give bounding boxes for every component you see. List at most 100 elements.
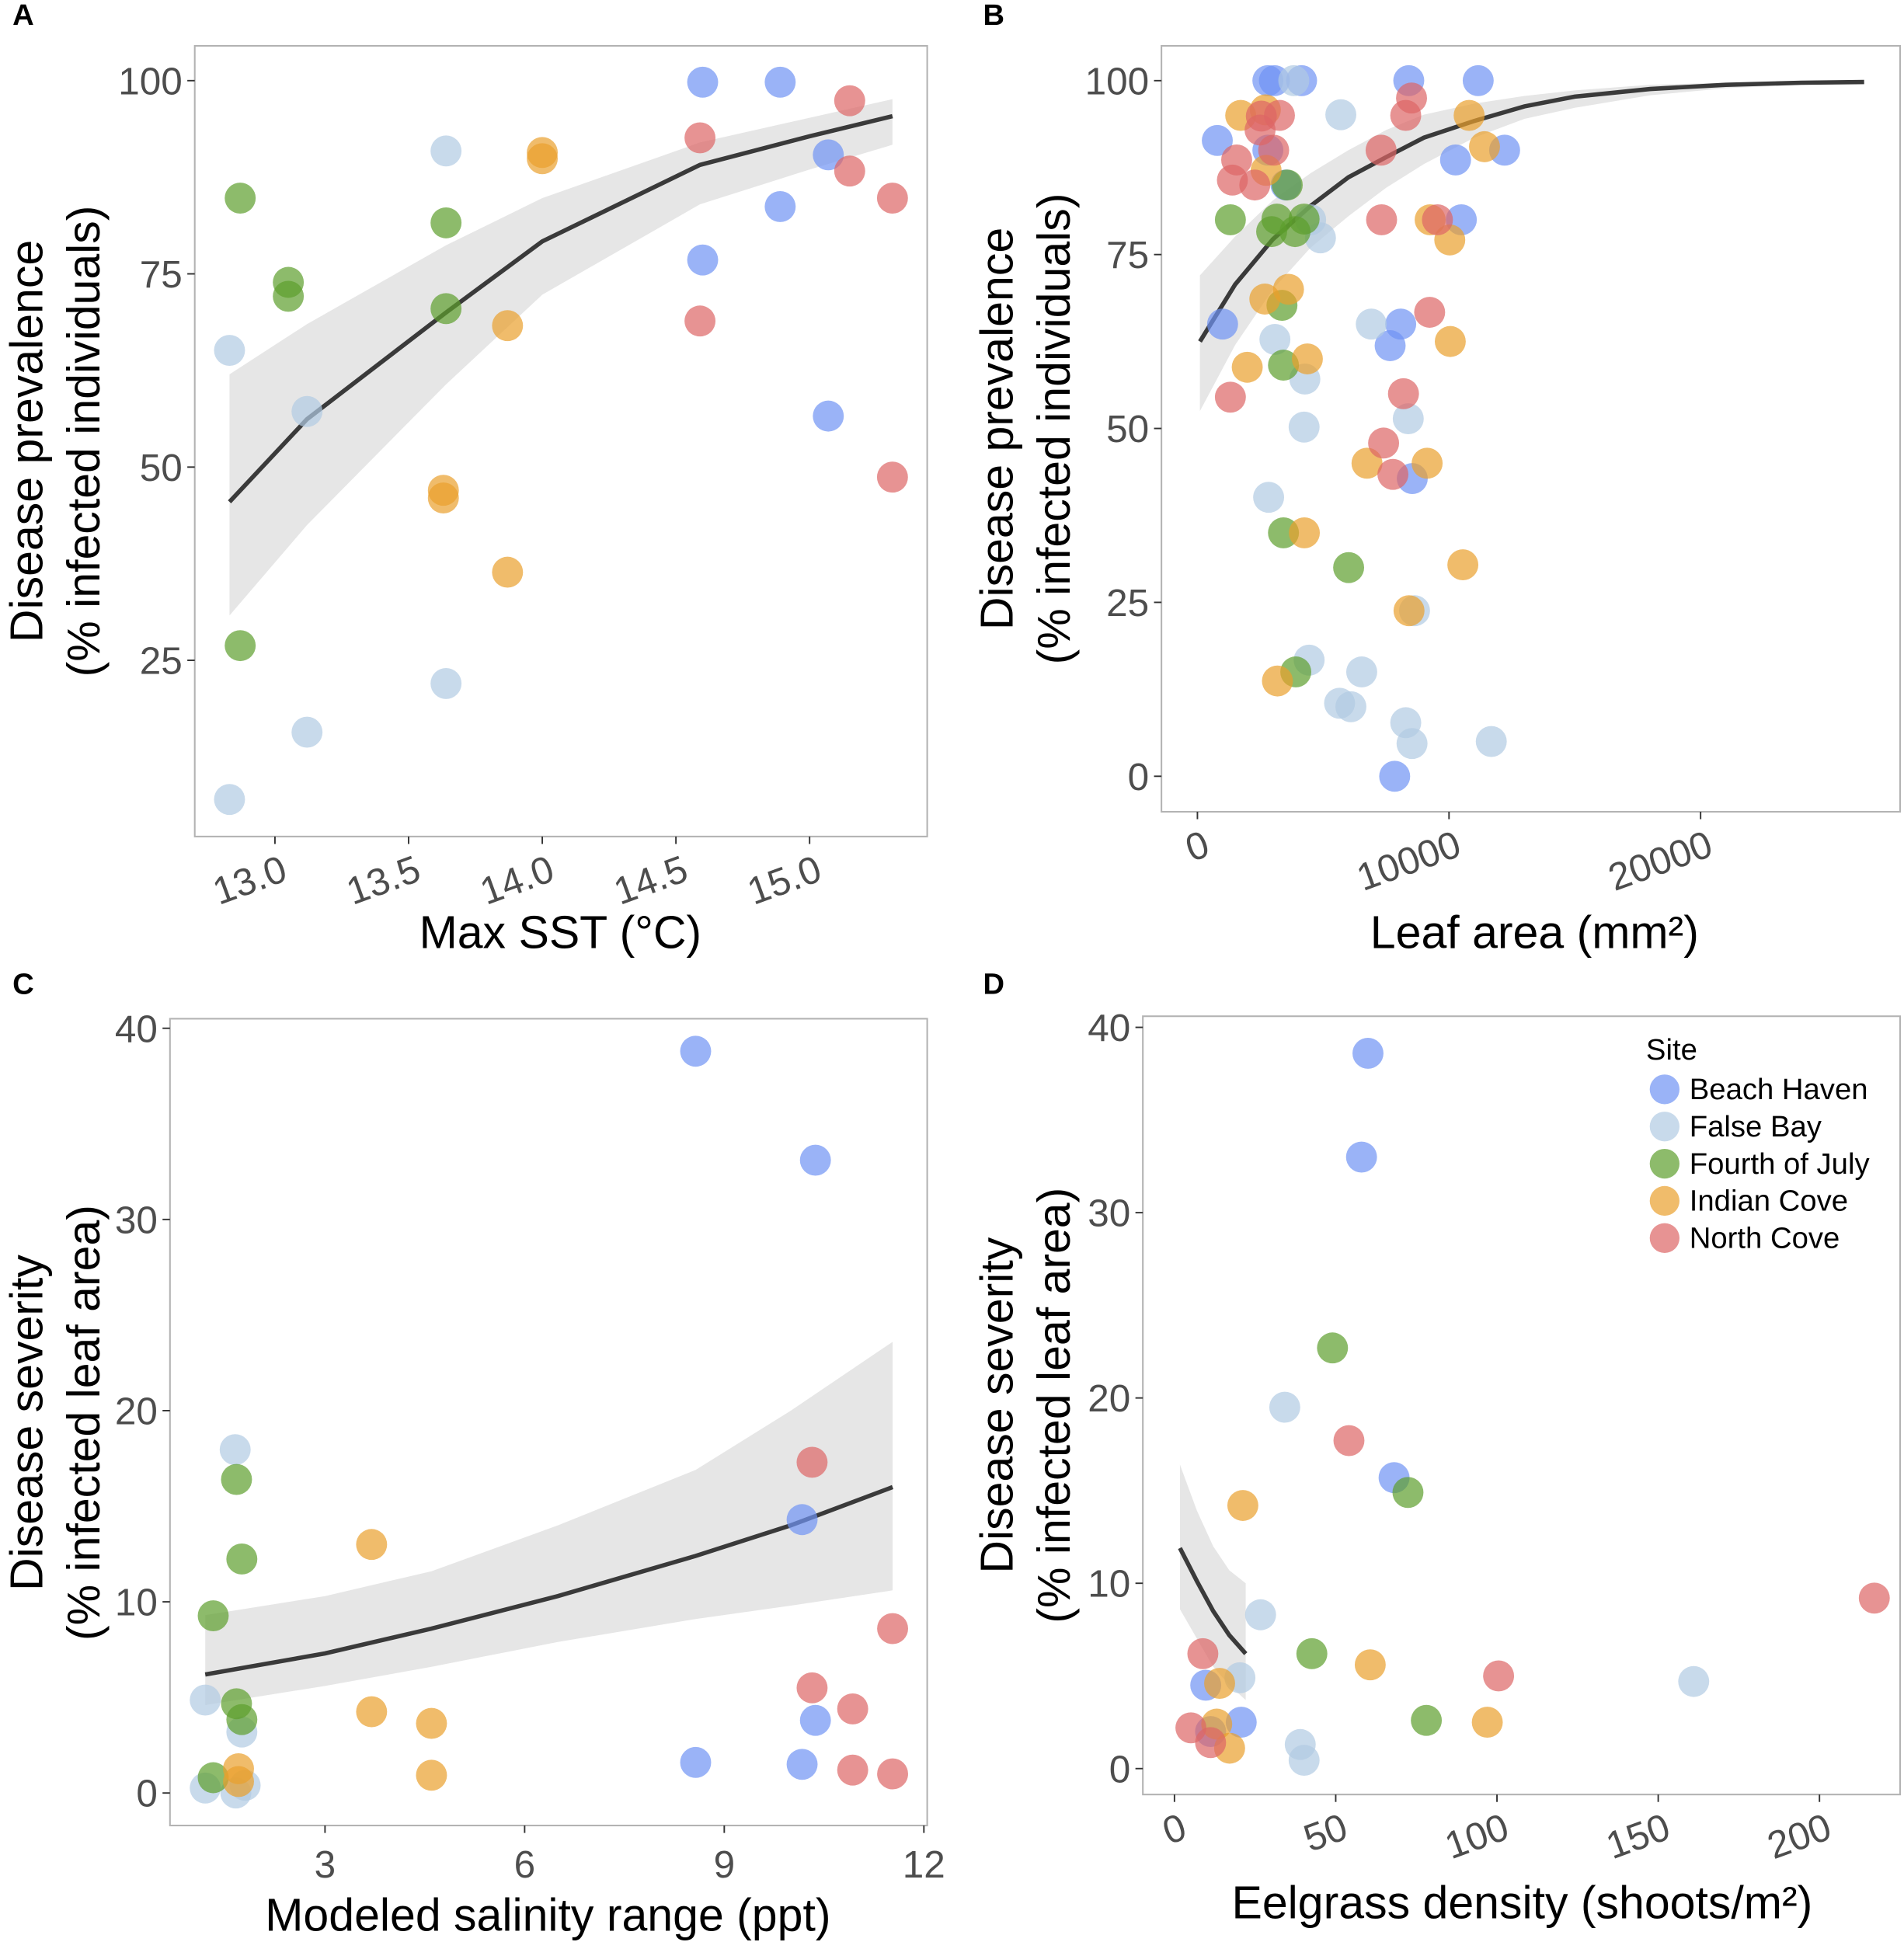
data-point (1335, 691, 1366, 722)
x-tick-label: 100 (1439, 1805, 1514, 1867)
data-point (1227, 1490, 1258, 1521)
data-point (1356, 308, 1387, 340)
data-point (1678, 1665, 1710, 1697)
plot-frame (1161, 44, 1902, 813)
legend-label: Fourth of July (1690, 1147, 1871, 1181)
data-point (1202, 124, 1233, 156)
data-point (1269, 1391, 1300, 1423)
data-point (786, 1749, 818, 1780)
data-point (214, 784, 245, 816)
x-tick-label: 15.0 (742, 847, 827, 914)
legend-item-false-bay: False Bay (1649, 1110, 1822, 1143)
legend-item-beach-haven: Beach Haven (1649, 1073, 1868, 1106)
data-point (1292, 343, 1323, 374)
data-point (197, 1762, 229, 1794)
data-point (1411, 1704, 1443, 1736)
data-point (356, 1529, 388, 1561)
y-tick-label: 30 (115, 1199, 158, 1241)
series-fourth-of-july (1296, 1332, 1443, 1736)
data-point (796, 1672, 828, 1704)
data-point (1469, 131, 1500, 162)
data-point (764, 66, 796, 98)
series-indian-cove (427, 137, 559, 588)
x-tick-label: 6 (514, 1843, 536, 1886)
data-point (430, 667, 462, 699)
series-fourth-of-july (1214, 169, 1365, 687)
data-point (1317, 1332, 1349, 1364)
data-point (214, 335, 245, 366)
x-tick-label: 150 (1600, 1805, 1675, 1867)
x-tick-label: 3 (315, 1843, 336, 1886)
plot-frame (1142, 1015, 1902, 1796)
y-tick-label: 40 (115, 1008, 158, 1050)
y-tick-label: 20 (1088, 1377, 1130, 1420)
data-point (1296, 1637, 1328, 1669)
data-point (1225, 1707, 1257, 1738)
legend-label: Indian Cove (1690, 1185, 1848, 1218)
legend-item-north-cove: North Cove (1649, 1222, 1840, 1255)
data-point (834, 85, 865, 117)
data-point (1268, 350, 1300, 381)
legend-swatch (1649, 1074, 1680, 1105)
x-axis-title-a: Max SST (°C) (419, 907, 702, 958)
plot-frame (169, 1018, 928, 1827)
data-point (1253, 482, 1285, 513)
data-point (492, 556, 524, 588)
data-point (273, 280, 305, 312)
data-point (764, 191, 796, 222)
series-north-cove (1214, 82, 1453, 490)
x-tick-label: 14.5 (608, 847, 693, 914)
series-false-bay (214, 135, 462, 816)
confidence-ribbon (205, 1342, 893, 1705)
x-axis-title-b: Leaf area (mm²) (1370, 907, 1699, 958)
legend-label: False Bay (1690, 1110, 1822, 1143)
data-point (1414, 297, 1446, 328)
y-tick-label: 25 (140, 640, 183, 683)
data-point (799, 1704, 831, 1736)
y-tick-label: 75 (140, 253, 183, 296)
data-point (430, 135, 462, 167)
legend-swatch (1649, 1185, 1680, 1216)
x-tick-label: 0 (1180, 823, 1215, 870)
y-tick-label: 10 (1088, 1563, 1130, 1606)
legend-swatch (1649, 1223, 1680, 1253)
x-tick-label: 10000 (1351, 823, 1466, 900)
data-point (680, 1035, 712, 1067)
legend-item-indian-cove: Indian Cove (1649, 1185, 1848, 1218)
x-axis-title-c: Modeled salinity range (ppt) (265, 1890, 830, 1941)
y-tick-label: 20 (115, 1390, 158, 1433)
confidence-ribbon (1199, 81, 1864, 412)
series-north-cove (796, 1446, 908, 1790)
data-point (1345, 656, 1377, 687)
data-point (1392, 1477, 1424, 1509)
data-point (1278, 64, 1310, 96)
data-point (877, 1613, 908, 1644)
data-point (1258, 134, 1290, 166)
panel-label-a: A (12, 0, 34, 32)
series-fourth-of-july (197, 1463, 258, 1794)
panel-label-d: D (983, 968, 1004, 1001)
data-point (1396, 728, 1428, 760)
series-beach-haven (680, 1035, 831, 1780)
x-tick-label: 14.0 (475, 847, 559, 914)
y-tick-label: 100 (118, 60, 182, 103)
data-point (1411, 447, 1443, 479)
x-tick-label: 12 (903, 1843, 945, 1886)
y-axis-title-b-line2: (% infected individuals) (1029, 193, 1080, 665)
data-point (427, 482, 459, 514)
data-point (684, 305, 716, 337)
data-point (430, 293, 462, 325)
data-point (1204, 1668, 1235, 1699)
legend-swatch (1649, 1112, 1680, 1142)
y-tick-label: 50 (140, 447, 183, 489)
data-point (1288, 204, 1320, 235)
panel-a: 25 50 75 100 13.0 13.5 14.0 14.5 15.0 (118, 44, 928, 914)
panel-c: 0 10 20 30 40 3 6 9 12 (115, 1008, 945, 1886)
data-point (1272, 273, 1304, 305)
data-point (1422, 204, 1453, 235)
data-point (1206, 308, 1238, 340)
data-point (837, 1754, 868, 1786)
x-tick-label: 50 (1298, 1805, 1352, 1860)
x-tick-label: 9 (714, 1843, 736, 1886)
x-tick-label: 0 (1157, 1805, 1192, 1853)
